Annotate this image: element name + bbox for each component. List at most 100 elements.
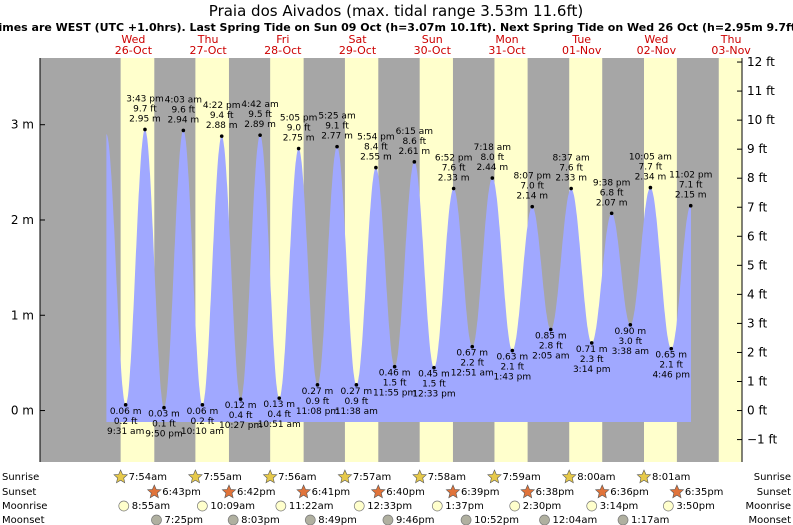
tide-label-19-2: 2.44 m: [476, 163, 508, 173]
tide-label-29-0: 11:02 pm: [669, 171, 712, 181]
sunrise-row-label-left: Sunrise: [2, 472, 39, 483]
day-name-6: Tue: [571, 33, 591, 46]
sunset-time-5: 6:38pm: [536, 487, 575, 498]
moonset-icon-4: [460, 514, 472, 525]
right-tick-label-1: 0 ft: [747, 404, 767, 418]
tide-point-15: [412, 160, 417, 164]
tide-label-5-1: 9.4 ft: [210, 111, 234, 121]
sunset-row-label-left: Sunset: [2, 487, 36, 498]
right-tick-label-13: 12 ft: [747, 55, 775, 69]
tide-label-14-1: 1.5 ft: [383, 379, 407, 389]
tide-label-13-0: 5:54 pm: [357, 133, 395, 143]
moonset-icon-5: [539, 514, 550, 525]
tide-label-5-2: 2.88 m: [206, 121, 238, 131]
tide-label-3-2: 2.94 m: [168, 115, 200, 125]
moonrise-icon-2: [275, 500, 287, 512]
tide-label-28-1: 2.1 ft: [659, 361, 683, 371]
moonrise-icon-4: [431, 500, 443, 512]
tide-point-11: [335, 144, 339, 149]
sunset-time-1: 6:42pm: [237, 487, 276, 498]
tide-label-11-2: 2.77 m: [321, 132, 353, 142]
day-date-7: 02-Nov: [637, 44, 677, 57]
sunrise-icon-3: [337, 469, 353, 484]
tide-label-10-1: 0.9 ft: [306, 397, 330, 407]
tide-label-0-1: 0.2 ft: [114, 417, 138, 427]
tide-label-19-1: 8.0 ft: [480, 153, 504, 163]
tide-label-14-2: 11:55 pm: [373, 389, 416, 399]
moonrise-time-7: 3:50pm: [676, 501, 715, 512]
day-date-1: 27-Oct: [189, 44, 227, 57]
tide-label-23-0: 8:37 am: [552, 154, 589, 164]
tide-label-8-1: 0.4 ft: [267, 410, 291, 420]
tide-label-28-0: 0.65 m: [655, 351, 687, 361]
sunrise-time-4: 7:58am: [428, 472, 466, 483]
tide-label-20-2: 1:43 pm: [494, 373, 532, 383]
moonrise-icon-7: [662, 500, 674, 512]
tide-label-11-0: 5:25 am: [318, 112, 355, 122]
tide-label-6-1: 0.4 ft: [229, 411, 253, 421]
moonset-time-6: 1:17am: [631, 515, 669, 525]
tide-label-18-2: 12:51 am: [451, 369, 494, 379]
tide-point-13: [374, 165, 378, 170]
sunrise-time-5: 7:59am: [502, 472, 540, 483]
tide-label-26-0: 0.90 m: [614, 327, 646, 337]
tide-label-27-1: 7.7 ft: [639, 163, 663, 173]
day-name-8: Thu: [720, 33, 742, 46]
tide-label-20-0: 0.63 m: [496, 353, 528, 363]
tide-label-17-0: 6:52 pm: [435, 154, 473, 164]
moonset-time-5: 12:04am: [553, 515, 598, 525]
moonrise-row-label-right: Moonrise: [746, 501, 791, 512]
tide-label-18-1: 2.2 ft: [460, 359, 484, 369]
tide-label-1-2: 2.95 m: [129, 114, 161, 124]
sunrise-icon-2: [262, 469, 278, 484]
moonset-icon-2: [304, 514, 316, 525]
tide-label-9-1: 9.0 ft: [287, 124, 311, 134]
tide-point-27: [648, 185, 653, 190]
tide-label-26-2: 3:38 am: [612, 347, 649, 357]
moonrise-time-3: 12:33pm: [367, 501, 412, 512]
sunrise-icon-4: [412, 469, 428, 484]
tide-point-20: [510, 348, 515, 353]
tide-label-14-0: 0.46 m: [379, 369, 411, 379]
tide-label-1-0: 3:43 pm: [126, 94, 164, 104]
tide-label-12-1: 0.9 ft: [345, 397, 369, 407]
tide-point-25: [609, 211, 614, 216]
day-labels: Wed26-OctThu27-OctFri28-OctSat29-OctSun3…: [115, 33, 752, 57]
tide-label-18-0: 0.67 m: [456, 349, 488, 359]
sunrise-icon-7: [636, 469, 652, 484]
tide-point-0: [123, 403, 128, 407]
chart-title: Praia dos Aivados (max. tidal range 3.53…: [209, 2, 583, 20]
sunset-time-7: 6:35pm: [685, 487, 724, 498]
right-tick-label-8: 7 ft: [747, 200, 767, 214]
moonrise-row-label-left: Moonrise: [2, 501, 47, 512]
tide-curve-layer: [106, 129, 691, 422]
tide-point-2: [162, 405, 166, 410]
tide-curve-area: [106, 129, 691, 422]
tide-label-16-1: 1.5 ft: [422, 380, 446, 390]
tide-point-19: [490, 176, 495, 180]
day-name-5: Mon: [495, 33, 518, 46]
tide-point-29: [688, 203, 693, 208]
tide-label-15-0: 6:15 am: [396, 127, 433, 137]
day-name-2: Fri: [276, 33, 289, 46]
tide-label-21-1: 7.0 ft: [520, 182, 544, 192]
moonset-icon-3: [382, 514, 394, 525]
sunset-time-2: 6:41pm: [312, 487, 351, 498]
tide-point-4: [200, 403, 205, 407]
tide-point-9: [296, 146, 301, 151]
chart-header: Praia dos Aivados (max. tidal range 3.53…: [0, 2, 793, 34]
tide-point-28: [669, 346, 674, 351]
tide-label-23-1: 7.6 ft: [559, 164, 583, 174]
tide-label-0-0: 0.06 m: [110, 407, 142, 417]
moonset-icon-0: [151, 514, 162, 525]
tide-label-16-2: 12:33 pm: [412, 390, 455, 400]
moonset-time-0: 7:25pm: [164, 515, 203, 525]
tide-point-16: [432, 365, 436, 370]
moonrise-time-5: 2:30pm: [523, 501, 562, 512]
tide-label-27-0: 10:05 am: [629, 153, 672, 163]
right-tick-label-0: −1 ft: [747, 433, 778, 447]
moonrise-icon-5: [509, 500, 521, 512]
left-tick-label-3: 3 m: [11, 118, 34, 132]
day-date-4: 30-Oct: [414, 44, 452, 57]
tide-label-13-2: 2.55 m: [360, 153, 392, 163]
